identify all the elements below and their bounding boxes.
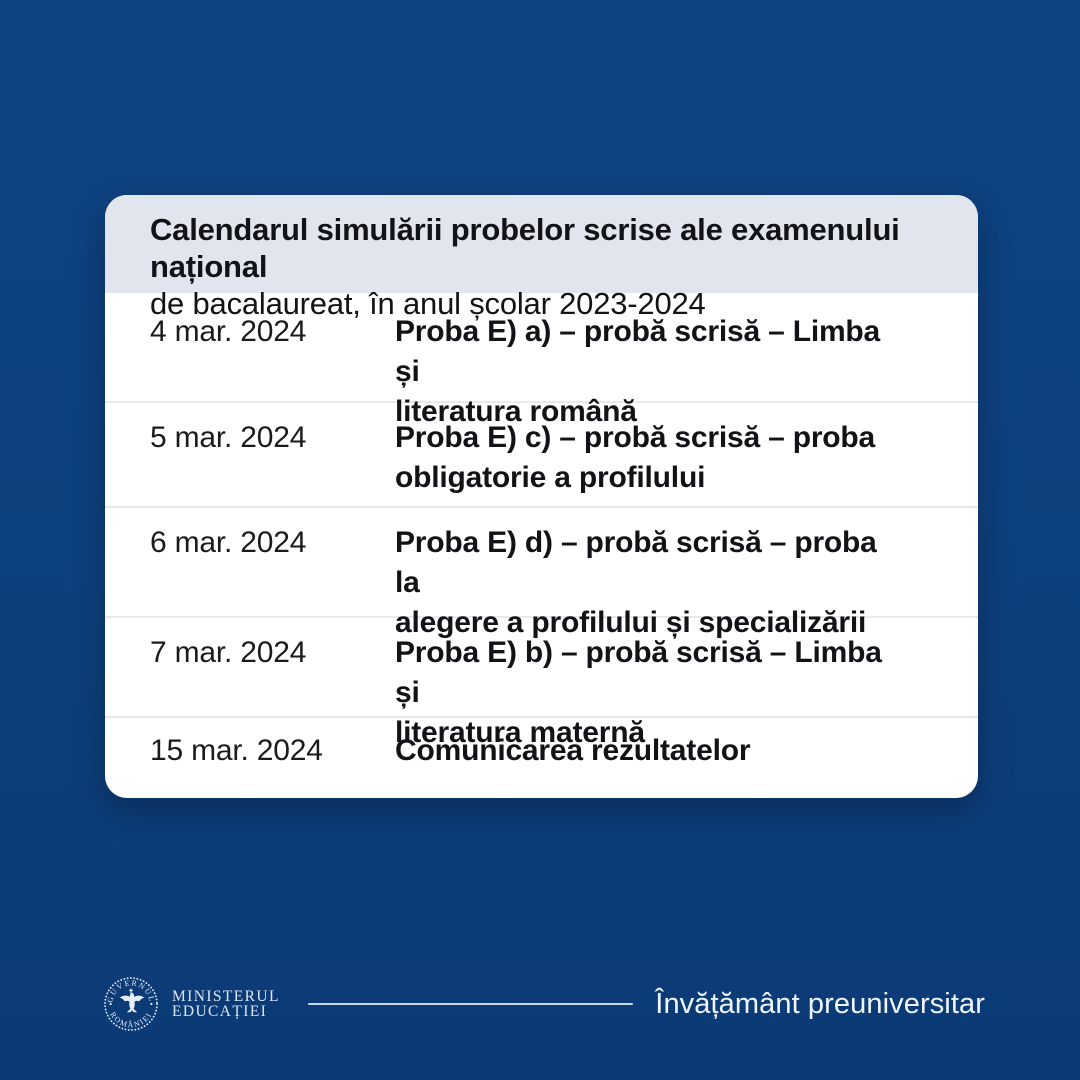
government-seal-logo: GUVERNUL ROMÂNIEI bbox=[104, 977, 158, 1031]
footer-tagline: Învățământ preuniversitar bbox=[655, 987, 985, 1020]
row-description-line1: Comunicarea rezultatelor bbox=[395, 734, 751, 767]
seal-cross-icon bbox=[129, 988, 133, 994]
row-description-line1: Proba E) b) – probă scrisă – Limba și bbox=[395, 636, 882, 709]
schedule-row: 7 mar. 2024 Proba E) b) – probă scrisă –… bbox=[105, 618, 978, 749]
row-date: 7 mar. 2024 bbox=[150, 636, 307, 669]
row-description: Proba E) c) – probă scrisă – proba oblig… bbox=[395, 418, 900, 498]
schedule-row: 5 mar. 2024 Proba E) c) – probă scrisă –… bbox=[105, 403, 978, 508]
row-description-line1: Proba E) c) – probă scrisă – proba bbox=[395, 421, 876, 454]
exam-schedule-card: Calendarul simulării probelor scrise ale… bbox=[105, 195, 978, 798]
svg-text:ROMÂNIEI: ROMÂNIEI bbox=[108, 1010, 154, 1029]
schedule-rows: 4 mar. 2024 Proba E) a) – probă scrisă –… bbox=[105, 293, 978, 798]
card-title-line1: Calendarul simulării probelor scrise ale… bbox=[150, 212, 900, 284]
footer: GUVERNUL ROMÂNIEI MINISTERUL EDUCAȚIEI Î… bbox=[103, 966, 985, 1042]
schedule-row: 15 mar. 2024 Comunicarea rezultatelor bbox=[105, 718, 978, 798]
schedule-row: 4 mar. 2024 Proba E) a) – probă scrisă –… bbox=[105, 293, 978, 428]
eagle-icon bbox=[119, 993, 145, 1013]
row-description: Proba E) b) – probă scrisă – Limba și li… bbox=[395, 633, 900, 753]
seal-separator-dot-right bbox=[150, 1002, 153, 1006]
ministry-name: MINISTERUL EDUCAȚIEI bbox=[172, 987, 280, 1020]
row-date: 4 mar. 2024 bbox=[150, 315, 307, 348]
row-description-line1: Proba E) a) – probă scrisă – Limba și bbox=[395, 315, 881, 388]
row-date: 15 mar. 2024 bbox=[150, 734, 323, 767]
seal-separator-dot-left bbox=[109, 1002, 112, 1006]
row-description-line1: Proba E) d) – probă scrisă – proba la bbox=[395, 526, 877, 599]
schedule-row: 6 mar. 2024 Proba E) d) – probă scrisă –… bbox=[105, 508, 978, 639]
row-description: Proba E) d) – probă scrisă – proba la al… bbox=[395, 523, 900, 643]
ministry-name-line1: MINISTERUL bbox=[172, 987, 280, 1005]
seal-bottom-text: ROMÂNIEI bbox=[108, 1010, 152, 1029]
card-title-line2: de bacalaureat, în anul școlar 2023-2024 bbox=[150, 286, 706, 321]
row-description: Comunicarea rezultatelor bbox=[395, 731, 900, 771]
row-date: 5 mar. 2024 bbox=[150, 421, 307, 454]
row-description-line2: obligatorie a profilului bbox=[395, 461, 706, 494]
row-date: 6 mar. 2024 bbox=[150, 526, 307, 559]
ministry-name-line2: EDUCAȚIEI bbox=[172, 1003, 268, 1020]
footer-divider-line bbox=[307, 1003, 634, 1005]
row-description-line2: literatura română bbox=[395, 395, 637, 428]
row-description-line2: alegere a profilului și specializării bbox=[395, 606, 867, 639]
seal-beaded-ring bbox=[104, 977, 158, 1031]
card-header: Calendarul simulării probelor scrise ale… bbox=[105, 195, 978, 321]
row-description-line2: literatura maternă bbox=[395, 716, 645, 749]
row-description: Proba E) a) – probă scrisă – Limba și li… bbox=[395, 312, 900, 432]
